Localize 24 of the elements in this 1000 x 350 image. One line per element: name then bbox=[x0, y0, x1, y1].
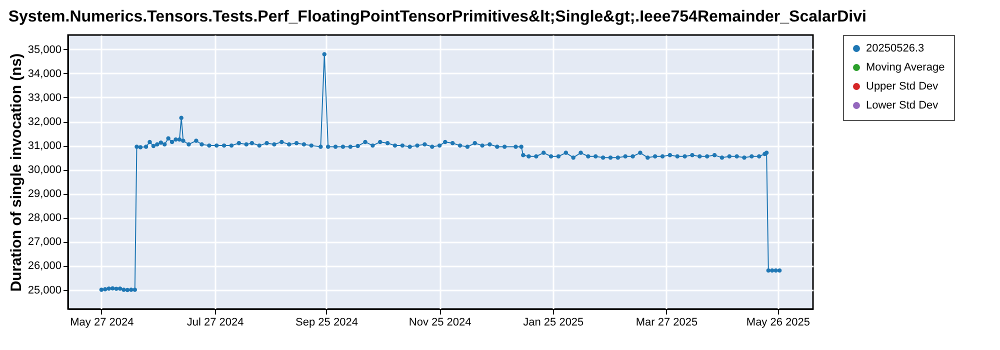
y-tick-label: 35,000 bbox=[28, 44, 62, 56]
x-tick-label: Jul 27 2024 bbox=[186, 316, 244, 328]
x-tick-label: Sep 25 2024 bbox=[296, 316, 358, 328]
y-tick-label: 34,000 bbox=[28, 68, 62, 80]
x-tick-label: Jan 25 2025 bbox=[523, 316, 584, 328]
y-tick-label: 30,000 bbox=[28, 164, 62, 176]
y-tick-label: 31,000 bbox=[28, 140, 62, 152]
y-tick-label: 28,000 bbox=[28, 212, 62, 224]
y-tick-label: 29,000 bbox=[28, 188, 62, 200]
y-tick-label: 26,000 bbox=[28, 260, 62, 272]
legend-label: Lower Std Dev bbox=[866, 100, 939, 112]
x-tick-label: Nov 25 2024 bbox=[408, 316, 472, 328]
chart-title: System.Numerics.Tensors.Tests.Perf_FloatingPointTensorPrimitives&lt;Single&gt;.Ieee754Remainder_ScalarDivi bbox=[8, 8, 866, 26]
y-tick-label: 27,000 bbox=[28, 236, 62, 248]
x-tick-label: Mar 27 2025 bbox=[636, 316, 698, 328]
y-tick-label: 32,000 bbox=[28, 116, 62, 128]
x-tick-label: May 26 2025 bbox=[746, 316, 810, 328]
x-tick-label: May 27 2024 bbox=[70, 316, 134, 328]
y-tick-label: 25,000 bbox=[28, 284, 62, 296]
legend-label: 20250526.3 bbox=[866, 42, 924, 54]
y-axis-title: Duration of single invocation (ns) bbox=[8, 53, 25, 292]
legend-label: Moving Average bbox=[866, 62, 945, 74]
y-tick-label: 33,000 bbox=[28, 92, 62, 104]
legend-label: Upper Std Dev bbox=[866, 80, 939, 92]
